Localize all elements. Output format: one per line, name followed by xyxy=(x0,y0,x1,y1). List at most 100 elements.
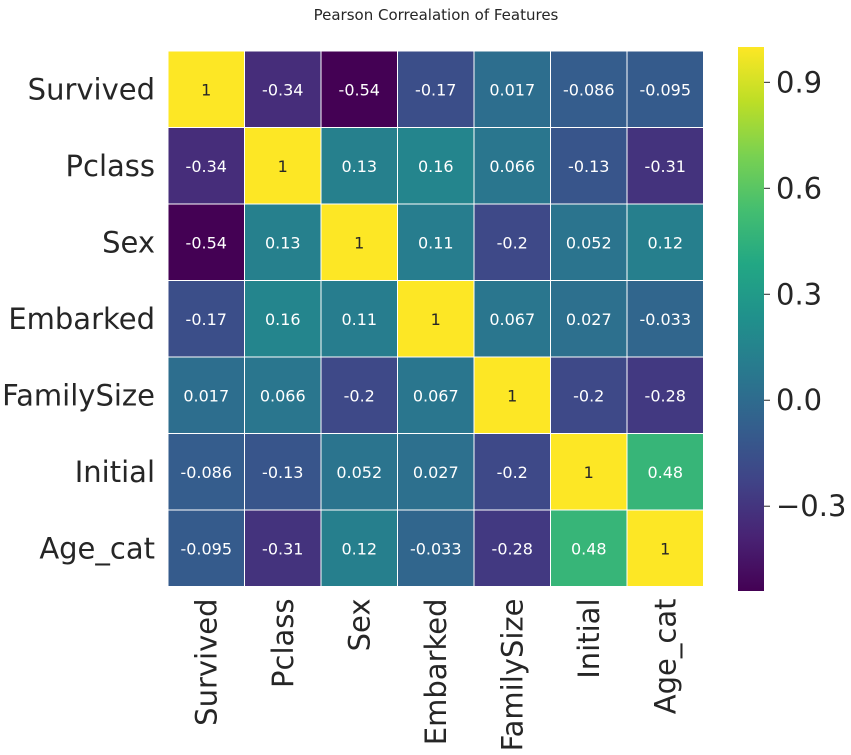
cell-value-label: -0.13 xyxy=(262,463,303,482)
column-label: Survived xyxy=(189,599,223,726)
heatmap-cell xyxy=(167,280,245,358)
cell-value-label: 0.017 xyxy=(489,80,535,99)
cell-value-label: 0.16 xyxy=(418,157,454,176)
heatmap-cell xyxy=(473,50,551,128)
column-label: Pclass xyxy=(266,599,300,688)
cell-value-label: -0.17 xyxy=(186,310,227,329)
heatmap-cell xyxy=(167,50,245,128)
colorbar-tick-label: −0.3 xyxy=(776,489,846,523)
cell-value-label: 0.066 xyxy=(260,386,306,405)
heatmap-cell xyxy=(626,356,704,434)
heatmap-cells: 1 -0.34 -0.54 -0.17 0.017 -0.086 -0.095 -0.34 1 0… xyxy=(167,50,704,587)
cell-value-label: -0.17 xyxy=(415,80,456,99)
cell-value-label: -0.54 xyxy=(186,233,227,252)
cell-value-label: -0.086 xyxy=(180,463,232,482)
chart-title: Pearson Correalation of Features xyxy=(314,6,559,24)
row-label: Survived xyxy=(28,72,155,106)
heatmap-cell xyxy=(320,509,398,587)
column-label: FamilySize xyxy=(495,599,529,752)
cell-value-label: -0.033 xyxy=(639,310,691,329)
row-label: Pclass xyxy=(66,149,155,183)
heatmap-cell xyxy=(626,203,704,281)
heatmap-cell xyxy=(550,127,628,205)
cell-value-label: -0.2 xyxy=(497,233,528,252)
colorbar-tick-label: 0.0 xyxy=(776,383,822,417)
heatmap-cell xyxy=(626,433,704,511)
colorbar-tick-label: 0.3 xyxy=(776,277,822,311)
cell-value-label: 0.11 xyxy=(341,310,377,329)
colorbar xyxy=(738,47,764,591)
heatmap-cell xyxy=(550,50,628,128)
row-label: Age_cat xyxy=(39,531,155,565)
heatmap-cell xyxy=(320,433,398,511)
heatmap-cell xyxy=(167,127,245,205)
column-label: Embarked xyxy=(419,599,453,746)
cell-value-label: -0.095 xyxy=(180,539,232,558)
cell-value-label: 0.027 xyxy=(566,310,612,329)
cell-value-label: -0.28 xyxy=(645,386,686,405)
cell-value-label: -0.31 xyxy=(645,157,686,176)
cell-value-label: 1 xyxy=(201,80,211,99)
cell-value-label: -0.086 xyxy=(563,80,615,99)
heatmap-cell xyxy=(244,50,322,128)
cell-value-label: 1 xyxy=(354,233,364,252)
cell-value-label: 0.067 xyxy=(489,310,535,329)
cell-value-label: 0.48 xyxy=(647,463,683,482)
row-labels: Survived Pclass Sex Embarked FamilySize Initi… xyxy=(2,72,155,565)
cell-value-label: 0.017 xyxy=(183,386,229,405)
heatmap-cell xyxy=(167,433,245,511)
cell-value-label: -0.095 xyxy=(639,80,691,99)
cell-value-label: 0.48 xyxy=(571,539,607,558)
heatmap-cell xyxy=(244,203,322,281)
cell-value-label: -0.28 xyxy=(492,539,533,558)
cell-value-label: 1 xyxy=(507,386,517,405)
cell-value-label: 0.052 xyxy=(566,233,612,252)
heatmap-cell xyxy=(397,280,475,358)
cell-value-label: 0.066 xyxy=(489,157,535,176)
cell-value-label: -0.2 xyxy=(497,463,528,482)
cell-value-label: -0.34 xyxy=(262,80,303,99)
cell-value-label: 0.027 xyxy=(413,463,459,482)
heatmap-cell xyxy=(473,203,551,281)
cell-value-label: 0.13 xyxy=(265,233,301,252)
heatmap-cell xyxy=(626,127,704,205)
cell-value-label: -0.033 xyxy=(410,539,462,558)
cell-value-label: 0.16 xyxy=(265,310,301,329)
column-label: Sex xyxy=(342,599,376,652)
colorbar-tick-label: 0.6 xyxy=(776,171,822,205)
heatmap-cell xyxy=(320,203,398,281)
heatmap-cell xyxy=(473,509,551,587)
cell-value-label: 0.11 xyxy=(418,233,454,252)
cell-value-label: 0.13 xyxy=(341,157,377,176)
heatmap-cell xyxy=(473,127,551,205)
cell-value-label: 1 xyxy=(431,310,441,329)
cell-value-label: 1 xyxy=(278,157,288,176)
heatmap-cell xyxy=(244,433,322,511)
cell-value-label: -0.54 xyxy=(339,80,380,99)
cell-value-label: -0.34 xyxy=(186,157,227,176)
row-label: Embarked xyxy=(8,302,155,336)
cell-value-label: 0.12 xyxy=(341,539,377,558)
column-label: Age_cat xyxy=(648,599,682,715)
heatmap-cell xyxy=(397,433,475,511)
heatmap-cell xyxy=(320,50,398,128)
row-label: Initial xyxy=(75,455,155,489)
heatmap-cell xyxy=(473,433,551,511)
heatmap-cell xyxy=(167,356,245,434)
cell-value-label: -0.13 xyxy=(568,157,609,176)
heatmap-cell xyxy=(244,280,322,358)
colorbar-ticks: 0.9 0.6 0.3 0.0 −0.3 xyxy=(764,65,846,523)
heatmap-cell xyxy=(320,356,398,434)
heatmap-cell xyxy=(320,127,398,205)
cell-value-label: -0.2 xyxy=(344,386,375,405)
cell-value-label: 0.067 xyxy=(413,386,459,405)
heatmap-cell xyxy=(626,280,704,358)
cell-value-label: 1 xyxy=(584,463,594,482)
cell-value-label: -0.31 xyxy=(262,539,303,558)
heatmap-cell xyxy=(397,509,475,587)
heatmap-cell xyxy=(550,203,628,281)
heatmap-cell xyxy=(626,509,704,587)
heatmap-cell xyxy=(167,509,245,587)
row-label: FamilySize xyxy=(2,378,155,412)
